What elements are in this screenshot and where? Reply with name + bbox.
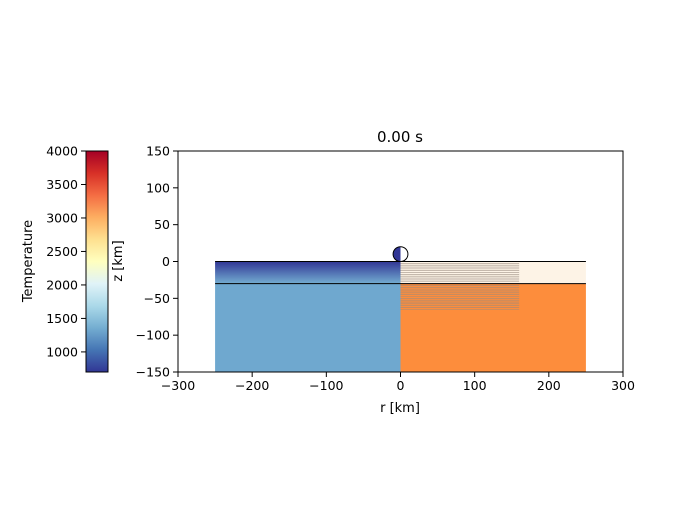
- colorbar-tick-label: 3000: [46, 210, 78, 225]
- x-tick-label: 200: [537, 378, 561, 393]
- y-tick-label: 50: [154, 217, 170, 232]
- x-tick-label: 0: [397, 378, 405, 393]
- colorbar-tick-label: 1500: [46, 311, 78, 326]
- left-lower-layer: [215, 283, 401, 372]
- colorbar-tick-label: 2000: [46, 277, 78, 292]
- colorbar-tick-label: 2500: [46, 244, 78, 259]
- right-lower-layer: [400, 283, 586, 372]
- x-tick-label: −200: [235, 378, 269, 393]
- colorbar-label: Temperature: [21, 220, 36, 303]
- projectile-outline: [392, 246, 409, 263]
- y-tick-label: −50: [144, 291, 170, 306]
- x-axis-label: r [km]: [380, 401, 420, 416]
- projectile-left-half: [393, 246, 401, 262]
- plot-area: −300 −200 −100 0 100 200 300 −150 −100 −50 0 50 100…: [111, 128, 635, 416]
- x-tick-label: −300: [161, 378, 195, 393]
- colorbar-gradient: [85, 150, 109, 373]
- colorbar-tick-label: 3500: [46, 177, 78, 192]
- y-axis-ticks: −150 −100 −50 0 50 100 150: [136, 144, 178, 380]
- left-upper-layer: [215, 261, 401, 284]
- y-axis-label: z [km]: [111, 240, 126, 281]
- chart-title: 0.00 s: [377, 128, 423, 146]
- chart-marks: [215, 246, 586, 372]
- x-axis-ticks: −300 −200 −100 0 100 200 300: [161, 372, 635, 393]
- y-tick-label: −150: [136, 365, 170, 380]
- y-tick-label: 150: [146, 144, 170, 159]
- x-tick-label: 100: [463, 378, 487, 393]
- colorbar-tick-label: 1000: [46, 344, 78, 359]
- colorbar-tick-label: 4000: [46, 144, 78, 159]
- y-tick-label: 0: [162, 254, 170, 269]
- y-tick-label: −100: [136, 328, 170, 343]
- x-tick-label: −100: [309, 378, 343, 393]
- colorbar-ticks: 1000 1500 2000 2500 3000 3500 4000: [46, 144, 86, 359]
- projectile-right-half: [400, 246, 408, 262]
- colorbar: 1000 1500 2000 2500 3000 3500 4000 Temperature: [21, 144, 109, 373]
- y-tick-label: 100: [146, 180, 170, 195]
- x-tick-label: 300: [611, 378, 635, 393]
